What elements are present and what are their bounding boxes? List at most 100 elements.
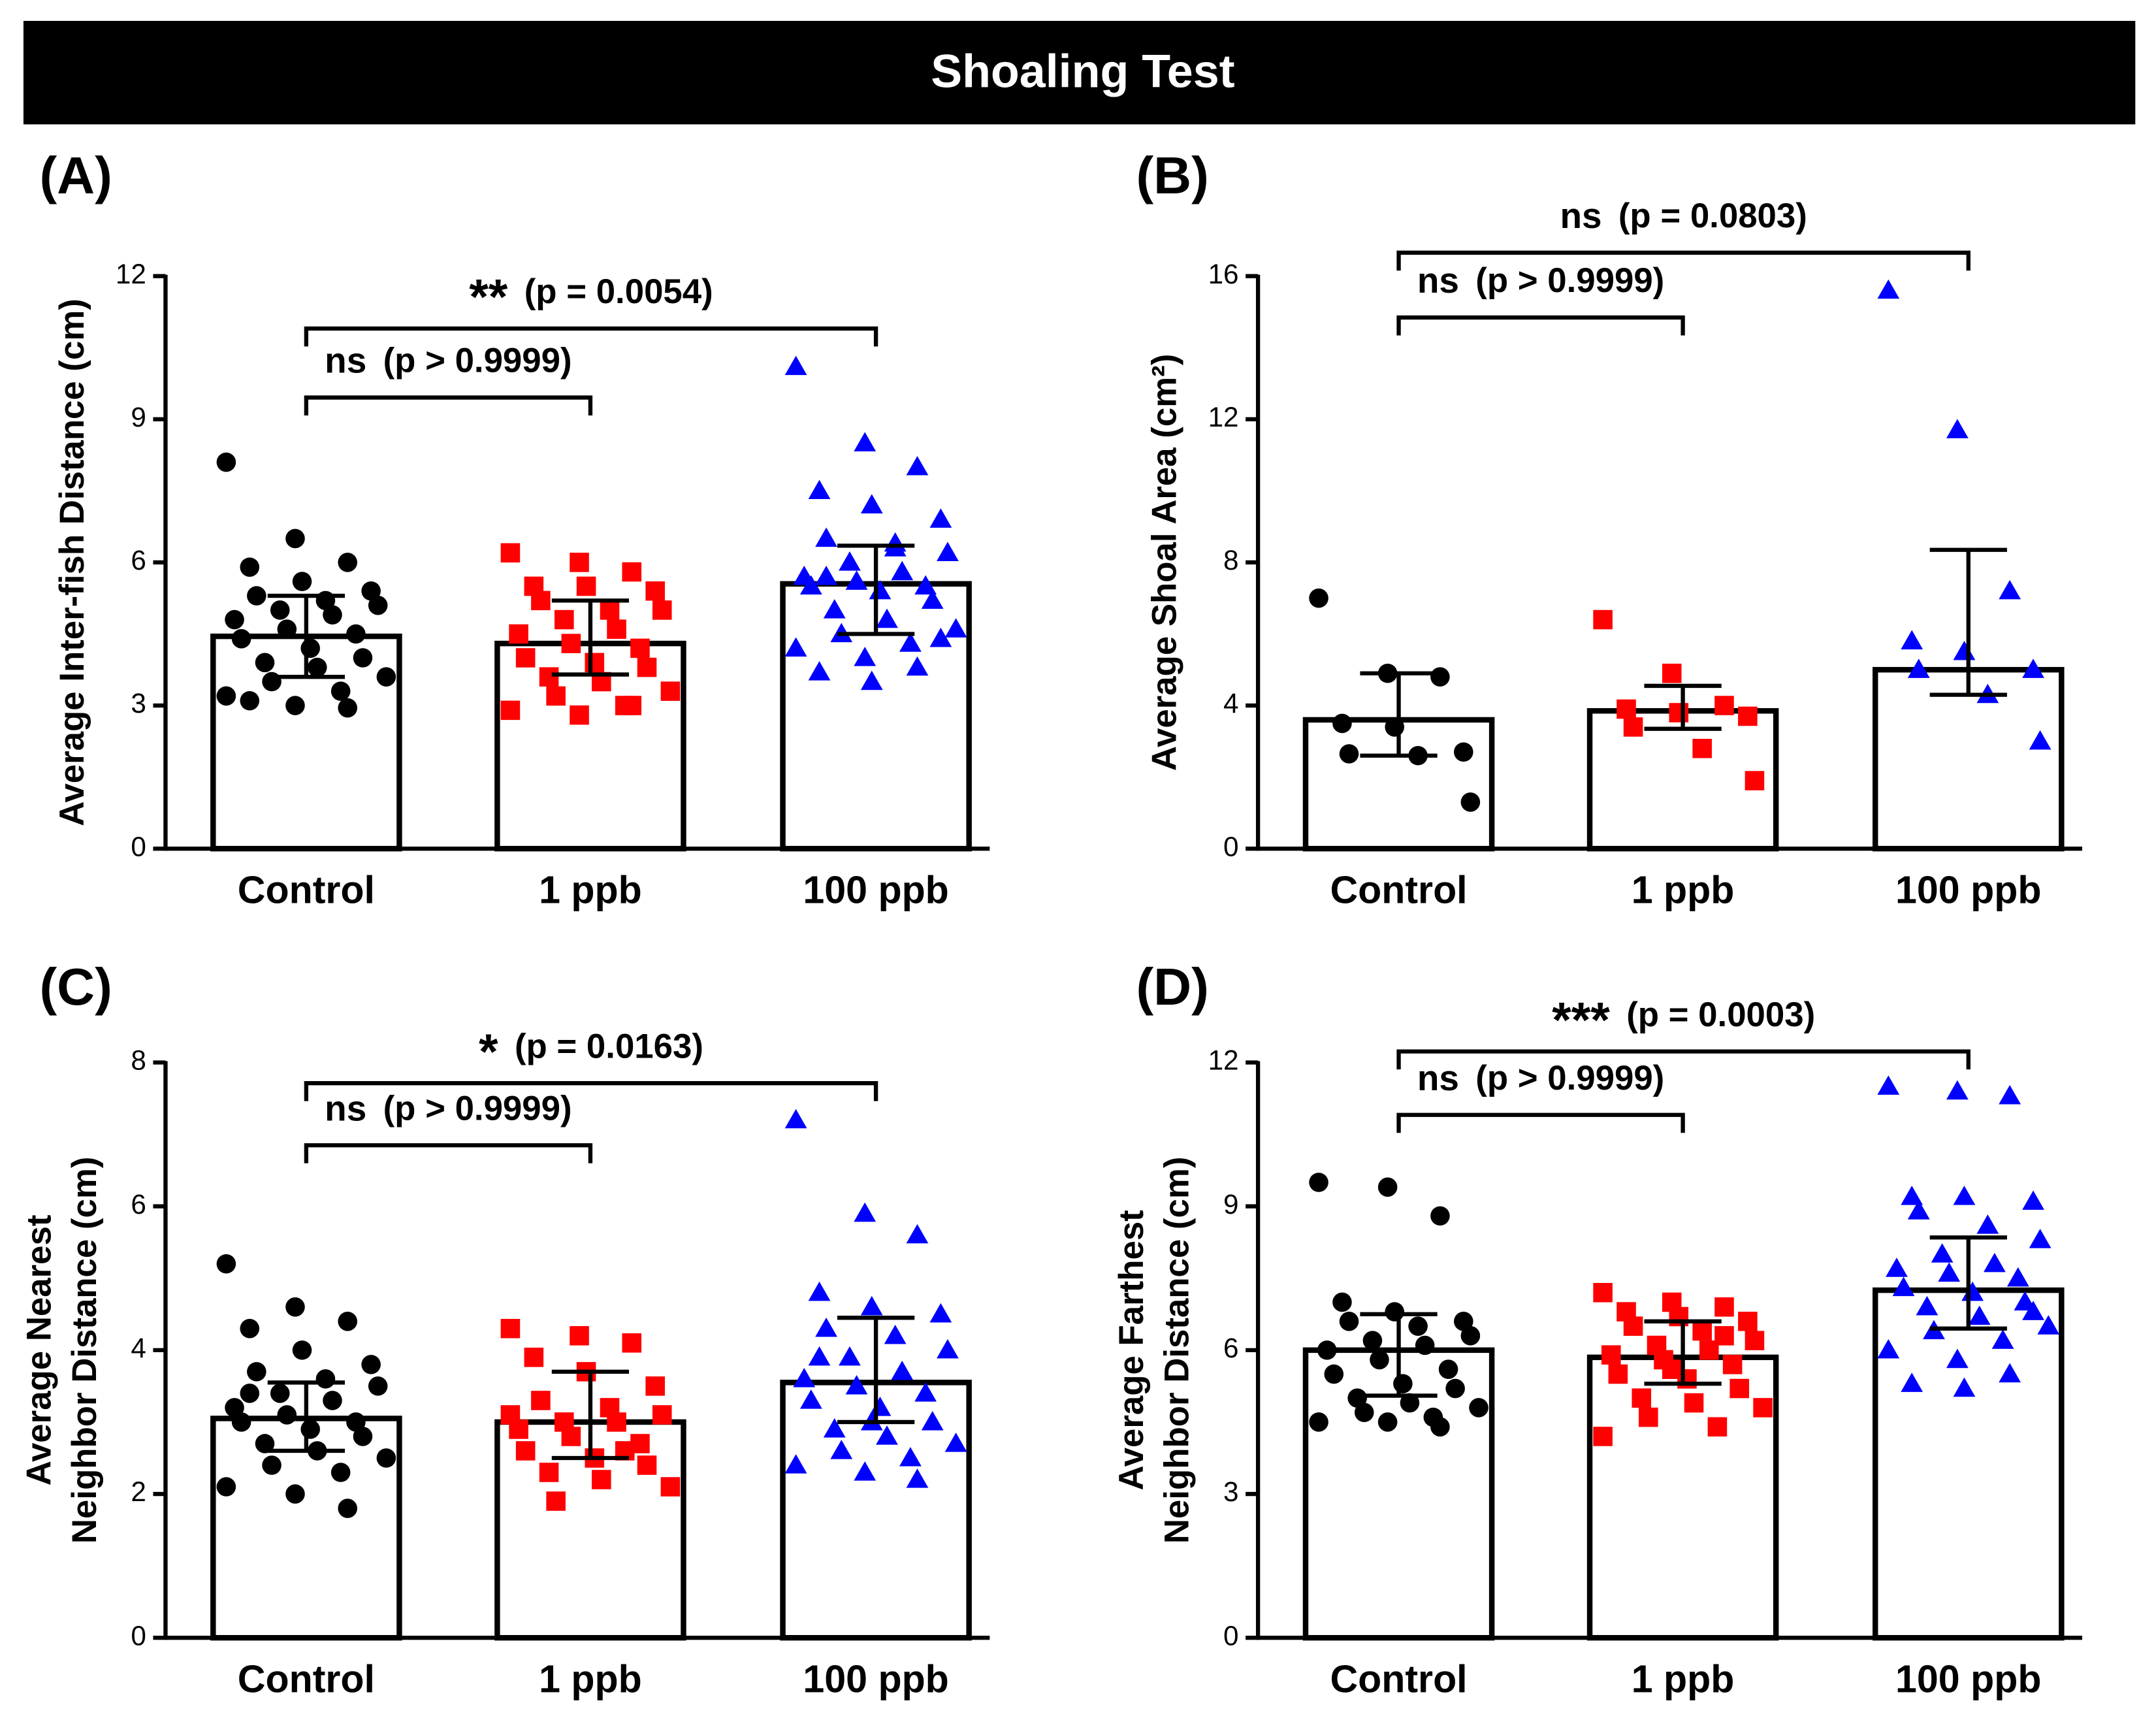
data-point bbox=[944, 618, 967, 638]
data-point bbox=[338, 698, 357, 718]
data-point bbox=[240, 557, 260, 577]
y-tick-label: 3 bbox=[1223, 1476, 1238, 1507]
data-point bbox=[860, 494, 883, 513]
data-point bbox=[921, 589, 944, 609]
data-point bbox=[1362, 1331, 1383, 1350]
bar bbox=[1872, 667, 2065, 852]
data-point bbox=[784, 1454, 807, 1474]
significance-text: ns (p > 0.9999) bbox=[325, 1088, 571, 1128]
data-point bbox=[2022, 1301, 2044, 1320]
data-point bbox=[845, 570, 868, 590]
significance-text: *** (p = 0.0003) bbox=[1552, 992, 1815, 1048]
y-tick-label: 12 bbox=[1208, 1045, 1239, 1076]
data-point bbox=[1460, 1326, 1481, 1346]
data-point bbox=[929, 627, 952, 647]
data-point bbox=[622, 562, 642, 582]
data-point bbox=[1662, 663, 1682, 683]
data-point bbox=[645, 1376, 665, 1396]
data-point bbox=[270, 1384, 290, 1403]
data-point bbox=[277, 1405, 297, 1425]
data-point bbox=[1684, 1393, 1704, 1413]
data-point bbox=[500, 1319, 521, 1338]
data-point bbox=[860, 1295, 883, 1316]
data-point bbox=[630, 638, 650, 658]
data-point bbox=[1370, 1350, 1389, 1370]
data-point bbox=[1430, 1206, 1450, 1226]
data-point bbox=[570, 1326, 589, 1346]
data-point bbox=[944, 1433, 967, 1452]
y-tick-label: 0 bbox=[131, 831, 146, 862]
data-point bbox=[884, 1324, 907, 1344]
y-tick-label: 8 bbox=[131, 1045, 146, 1076]
data-point bbox=[906, 1468, 929, 1488]
p-value: (p > 0.9999) bbox=[383, 1089, 572, 1127]
data-point bbox=[1662, 1359, 1682, 1379]
data-point bbox=[576, 576, 596, 596]
data-point bbox=[839, 551, 861, 571]
data-point bbox=[1354, 1402, 1374, 1423]
data-point bbox=[247, 1362, 266, 1382]
data-point bbox=[500, 1405, 521, 1425]
data-point bbox=[216, 452, 236, 472]
significance-text: * (p = 0.0163) bbox=[479, 1024, 703, 1080]
data-point bbox=[300, 638, 320, 658]
significance-bracket bbox=[304, 1143, 593, 1163]
data-point bbox=[854, 1202, 877, 1222]
significance-text: ns (p = 0.0803) bbox=[1560, 195, 1807, 235]
significance-bracket bbox=[1396, 315, 1685, 336]
significance-label: ns bbox=[325, 1088, 366, 1128]
p-value: (p = 0.0003) bbox=[1626, 996, 1815, 1034]
data-point bbox=[876, 1425, 898, 1445]
data-point bbox=[285, 528, 305, 549]
data-point bbox=[1738, 1312, 1758, 1331]
data-point bbox=[1400, 1393, 1420, 1413]
bar bbox=[1302, 1347, 1495, 1641]
data-point bbox=[2006, 1267, 2029, 1287]
data-point bbox=[1738, 706, 1758, 726]
data-point bbox=[793, 1367, 816, 1387]
data-point bbox=[539, 1463, 559, 1482]
header-title: Shoaling Test bbox=[931, 45, 1234, 97]
data-point bbox=[315, 1369, 336, 1389]
data-point bbox=[1385, 717, 1404, 737]
data-point bbox=[361, 1355, 381, 1374]
data-point bbox=[1438, 1359, 1458, 1379]
significance-text: ** (p = 0.0054) bbox=[469, 270, 713, 325]
data-point bbox=[1317, 1340, 1337, 1360]
data-point bbox=[1601, 1345, 1621, 1365]
bar bbox=[1586, 1354, 1779, 1641]
data-point bbox=[346, 624, 366, 644]
data-point bbox=[338, 1499, 357, 1518]
y-tick-label: 9 bbox=[131, 402, 146, 432]
significance-bracket bbox=[1396, 1049, 1971, 1070]
data-point bbox=[376, 1448, 396, 1468]
bar bbox=[210, 1416, 402, 1641]
significance-text: ns (p > 0.9999) bbox=[1417, 1057, 1664, 1097]
data-point bbox=[891, 560, 914, 581]
data-point bbox=[515, 648, 536, 668]
y-axis-label: Average Farthest bbox=[1112, 1210, 1151, 1490]
data-point bbox=[1408, 1316, 1428, 1336]
data-point bbox=[854, 1461, 877, 1481]
data-point bbox=[1347, 1388, 1367, 1408]
data-point bbox=[555, 609, 574, 630]
y-tick-label: 6 bbox=[131, 1189, 146, 1220]
data-point bbox=[225, 609, 244, 630]
y-axis-label: Neighbor Distance (cm) bbox=[65, 1157, 104, 1544]
data-point bbox=[660, 1477, 681, 1497]
data-point bbox=[1938, 1262, 1961, 1282]
data-point bbox=[353, 648, 373, 668]
data-point bbox=[1722, 1355, 1743, 1374]
data-point bbox=[799, 1389, 822, 1409]
y-tick-label: 12 bbox=[1208, 402, 1239, 432]
x-tick-label: Control bbox=[1330, 1657, 1467, 1700]
data-point bbox=[346, 1412, 366, 1432]
data-point bbox=[1976, 1214, 1999, 1234]
data-point bbox=[531, 591, 551, 611]
significance-bracket bbox=[304, 326, 878, 347]
data-point bbox=[376, 667, 396, 687]
data-point bbox=[784, 1109, 807, 1129]
data-point bbox=[307, 657, 327, 677]
data-point bbox=[368, 595, 388, 615]
